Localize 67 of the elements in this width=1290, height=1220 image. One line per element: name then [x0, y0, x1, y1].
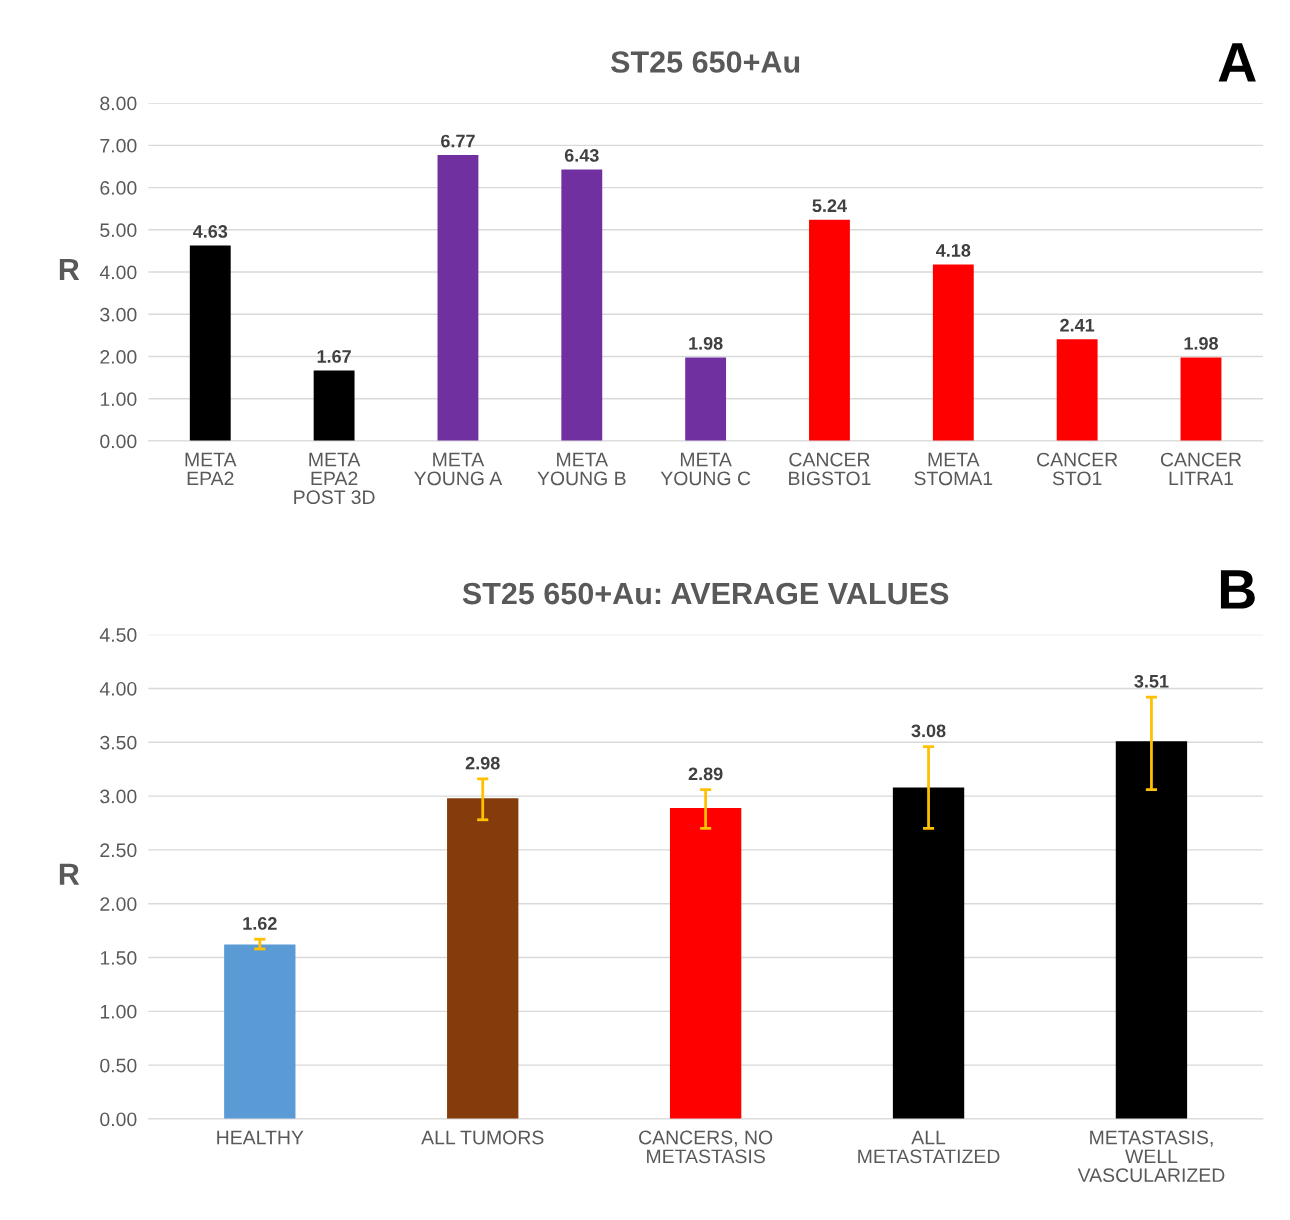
x-tick-label: META EPA2 [185, 452, 237, 486]
bar [447, 798, 519, 1119]
x-tick-label: CANCER LITRA1 [1160, 452, 1242, 486]
x-tick-label: CANCERS, NO METASTASIS [639, 1130, 773, 1164]
y-tick-label: 1.50 [100, 951, 137, 965]
data-label: 6.43 [564, 149, 599, 162]
bar [932, 264, 974, 442]
text: B [1220, 570, 1255, 609]
data-label: 6.77 [441, 134, 475, 148]
data-label: 1.98 [689, 336, 723, 350]
y-axis-title: R [59, 258, 80, 280]
data-label: 4.18 [936, 244, 971, 257]
y-tick-label: 3.00 [100, 307, 137, 322]
y-tick-label: 1.00 [100, 1004, 137, 1019]
y-tick-label: 1.00 [100, 392, 137, 407]
y-tick-label: 6.00 [100, 181, 137, 195]
y-tick-label: 2.50 [100, 843, 137, 858]
x-tick-label: CANCER STO1 [1037, 452, 1118, 486]
y-tick-label: 4.50 [99, 628, 137, 642]
data-label: 4.63 [192, 225, 228, 238]
data-label: 2.89 [688, 767, 723, 781]
y-tick-label: 7.00 [100, 138, 137, 153]
bar [809, 219, 850, 442]
data-label: 2.41 [1060, 318, 1095, 332]
data-label: 3.51 [1134, 674, 1169, 688]
bar [685, 357, 727, 442]
bar [1180, 357, 1222, 442]
x-tick-label: ALL METASTATIZED [858, 1130, 1000, 1164]
data-label: 5.24 [812, 199, 847, 213]
x-tick-label: METASTASIS, WELL VASCULARIZED [1077, 1130, 1225, 1183]
x-tick-label: HEALTHY [217, 1130, 304, 1145]
x-tick-label: CANCER BIGSTO1 [789, 452, 871, 486]
y-tick-label: 0.00 [100, 434, 137, 449]
x-tick-label: META YOUNG C [660, 452, 751, 486]
y-tick-label: 2.00 [100, 350, 137, 364]
bar [189, 245, 231, 442]
bar [224, 944, 296, 1119]
bar [1115, 741, 1188, 1119]
y-tick-label: 4.00 [99, 681, 137, 696]
y-tick-label: 3.50 [100, 735, 137, 750]
y-tick-label: 8.00 [100, 96, 137, 111]
x-tick-label: META EPA2 POST 3D [294, 452, 375, 505]
y-tick-label: 4.00 [99, 265, 137, 280]
bar [437, 155, 479, 442]
data-label: 3.08 [911, 724, 946, 738]
y-tick-label: 0.00 [100, 1112, 137, 1127]
y-tick-label: 3.00 [100, 789, 137, 804]
y-tick-label: 2.00 [100, 897, 137, 911]
data-label: 1.98 [1184, 336, 1219, 350]
data-label: 2.98 [465, 756, 500, 770]
bar [669, 807, 742, 1119]
y-axis-title: R [59, 863, 80, 885]
data-label: 1.62 [243, 917, 277, 930]
x-tick-label: META STOMA1 [914, 452, 993, 486]
y-tick-label: 5.00 [100, 223, 137, 238]
bar [313, 370, 355, 442]
x-tick-label: ALL TUMORS [421, 1130, 544, 1145]
x-tick-label: META YOUNG B [537, 452, 626, 486]
bar [561, 169, 603, 442]
x-tick-label: META YOUNG A [414, 452, 503, 486]
bar [892, 787, 965, 1119]
bar [1056, 339, 1098, 442]
chart-title: ST25 650+Au: AVERAGE VALUES [462, 582, 949, 605]
y-tick-label: 0.50 [100, 1058, 137, 1073]
data-label: 1.67 [317, 350, 351, 363]
chart-title: ST25 650+Au [610, 51, 800, 73]
text: A [1218, 43, 1256, 82]
